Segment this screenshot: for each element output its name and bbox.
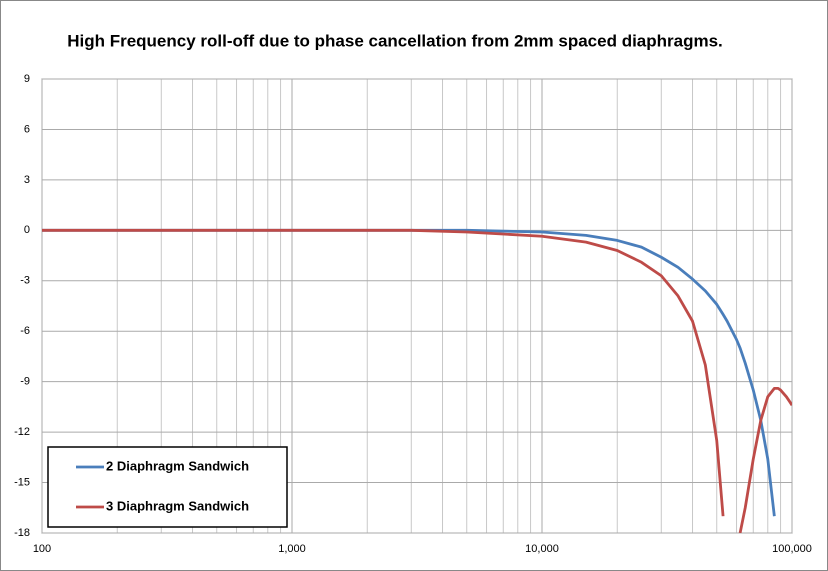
series-line (42, 228, 792, 533)
y-tick-label: -18 (14, 527, 30, 539)
y-tick-label: 9 (24, 73, 30, 85)
legend-label: 3 Diaphragm Sandwich (106, 498, 249, 513)
legend-box (47, 446, 288, 528)
y-tick-label: -9 (20, 376, 30, 388)
x-tick-label: 1,000 (278, 543, 306, 555)
y-tick-label: -12 (14, 426, 30, 438)
x-tick-label: 100,000 (772, 543, 812, 555)
chart-title: High Frequency roll-off due to phase can… (67, 31, 723, 50)
y-tick-label: 6 (24, 123, 30, 135)
y-tick-label: -6 (20, 325, 30, 337)
y-tick-label: -15 (14, 476, 30, 488)
series-group (42, 230, 792, 533)
y-tick-label: -3 (20, 275, 30, 287)
x-tick-label: 10,000 (525, 543, 559, 555)
x-tick-label: 100 (33, 543, 51, 555)
y-tick-label: 3 (24, 174, 30, 186)
legend-label: 2 Diaphragm Sandwich (106, 458, 249, 473)
y-tick-label: 0 (24, 224, 30, 236)
